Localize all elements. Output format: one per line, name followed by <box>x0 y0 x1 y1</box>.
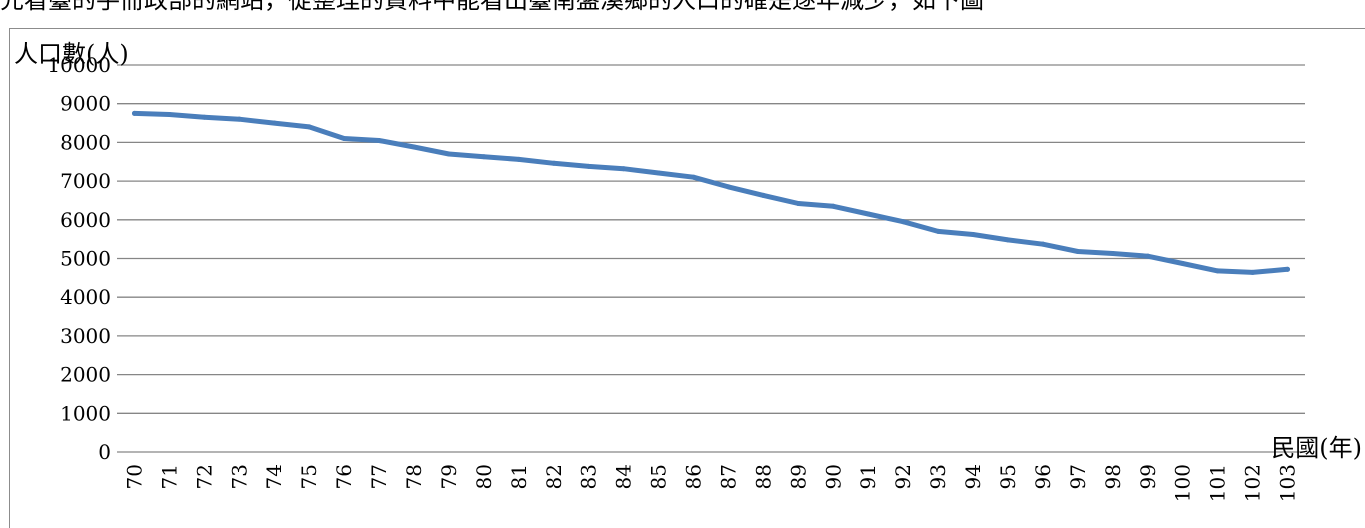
x-tick-label: 98 <box>1101 464 1125 489</box>
x-tick-label: 75 <box>297 464 321 489</box>
x-axis-ticks: 70 71 72 73 74 75 76 77 78 79 80 81 82 83 84 85 86 87 88 89… <box>122 464 1299 502</box>
x-tick-label: 85 <box>647 464 671 489</box>
data-point <box>376 137 382 143</box>
clipped-paragraph-text: 先看臺的手冊政部的網站，從整理的資料中能看出臺南盤溪鄉的人口的確是逐年減少，如下… <box>0 0 984 14</box>
data-point <box>481 154 487 160</box>
data-point <box>1005 237 1011 243</box>
data-point <box>1040 241 1046 247</box>
x-tick-label: 89 <box>786 464 810 489</box>
y-tick-label: 0 <box>98 440 111 464</box>
x-tick-label: 93 <box>926 464 950 489</box>
data-point <box>131 110 137 116</box>
y-tick-label: 5000 <box>60 247 111 271</box>
chart-frame <box>9 28 1365 528</box>
data-points <box>131 110 1291 275</box>
y-tick-label: 4000 <box>60 285 111 309</box>
data-point <box>1250 269 1256 275</box>
data-point <box>166 112 172 118</box>
y-tick-label: 1000 <box>60 401 111 425</box>
data-point <box>760 192 766 198</box>
population-line-chart: 0 1000 2000 3000 4000 5000 6000 7000 8000 9000 100… <box>14 40 1362 502</box>
data-point <box>271 120 277 126</box>
x-tick-label: 95 <box>996 464 1020 489</box>
data-point <box>970 232 976 238</box>
x-tick-label: 79 <box>437 464 461 489</box>
y-axis-ticks: 0 1000 2000 3000 4000 5000 6000 7000 8000 9000 100… <box>47 53 111 464</box>
x-tick-label: 82 <box>542 464 566 489</box>
data-point <box>865 211 871 217</box>
x-tick-label: 73 <box>227 464 251 489</box>
y-tick-label: 3000 <box>60 324 111 348</box>
data-point <box>1180 261 1186 267</box>
data-point <box>1215 268 1221 274</box>
x-tick-label: 77 <box>367 464 391 489</box>
data-point <box>201 114 207 120</box>
y-tick-label: 10000 <box>47 53 111 77</box>
series-line-population <box>132 110 1290 275</box>
x-tick-label: 101 <box>1206 464 1230 502</box>
data-point <box>900 219 906 225</box>
data-point <box>1110 250 1116 256</box>
x-tick-label: 97 <box>1066 464 1090 489</box>
x-tick-label: 87 <box>716 464 740 489</box>
y-tick-label: 7000 <box>60 169 111 193</box>
data-point <box>830 203 836 209</box>
x-tick-label: 71 <box>157 464 181 489</box>
data-point <box>656 170 662 176</box>
y-tick-label: 8000 <box>60 130 111 154</box>
x-tick-label: 81 <box>507 464 531 489</box>
data-point <box>236 116 242 122</box>
x-tick-label: 103 <box>1276 464 1300 502</box>
y-axis-label: 人口數(人) <box>14 40 129 68</box>
x-tick-label: 100 <box>1171 464 1195 502</box>
x-tick-label: 70 <box>122 464 146 489</box>
x-tick-label: 102 <box>1241 464 1265 502</box>
x-tick-label: 92 <box>891 464 915 489</box>
x-tick-label: 88 <box>751 464 775 489</box>
data-point <box>341 136 347 142</box>
x-tick-label: 72 <box>192 464 216 489</box>
data-point <box>621 166 627 172</box>
data-point <box>795 201 801 207</box>
x-tick-label: 83 <box>577 464 601 489</box>
x-tick-label: 94 <box>961 464 985 489</box>
x-tick-label: 76 <box>332 464 356 489</box>
y-tick-label: 2000 <box>60 363 111 387</box>
data-point <box>1145 253 1151 259</box>
data-point <box>1285 266 1291 272</box>
x-tick-label: 80 <box>472 464 496 489</box>
x-axis-label: 民國(年) <box>1271 434 1362 462</box>
x-tick-label: 91 <box>856 464 880 489</box>
data-point <box>725 184 731 190</box>
y-tick-label: 6000 <box>60 208 111 232</box>
x-tick-label: 78 <box>402 464 426 489</box>
y-tick-label: 9000 <box>60 92 111 116</box>
data-point <box>935 228 941 234</box>
data-point <box>691 174 697 180</box>
x-tick-label: 96 <box>1031 464 1055 489</box>
data-point <box>586 163 592 169</box>
data-point <box>1075 249 1081 255</box>
x-tick-label: 84 <box>612 464 636 489</box>
data-point <box>516 156 522 162</box>
data-point <box>446 151 452 157</box>
data-point <box>551 160 557 166</box>
x-tick-label: 90 <box>821 464 845 489</box>
x-tick-label: 74 <box>262 464 286 489</box>
x-tick-label: 99 <box>1136 464 1160 489</box>
x-tick-label: 86 <box>682 464 706 489</box>
data-point <box>411 144 417 150</box>
data-point <box>306 124 312 130</box>
